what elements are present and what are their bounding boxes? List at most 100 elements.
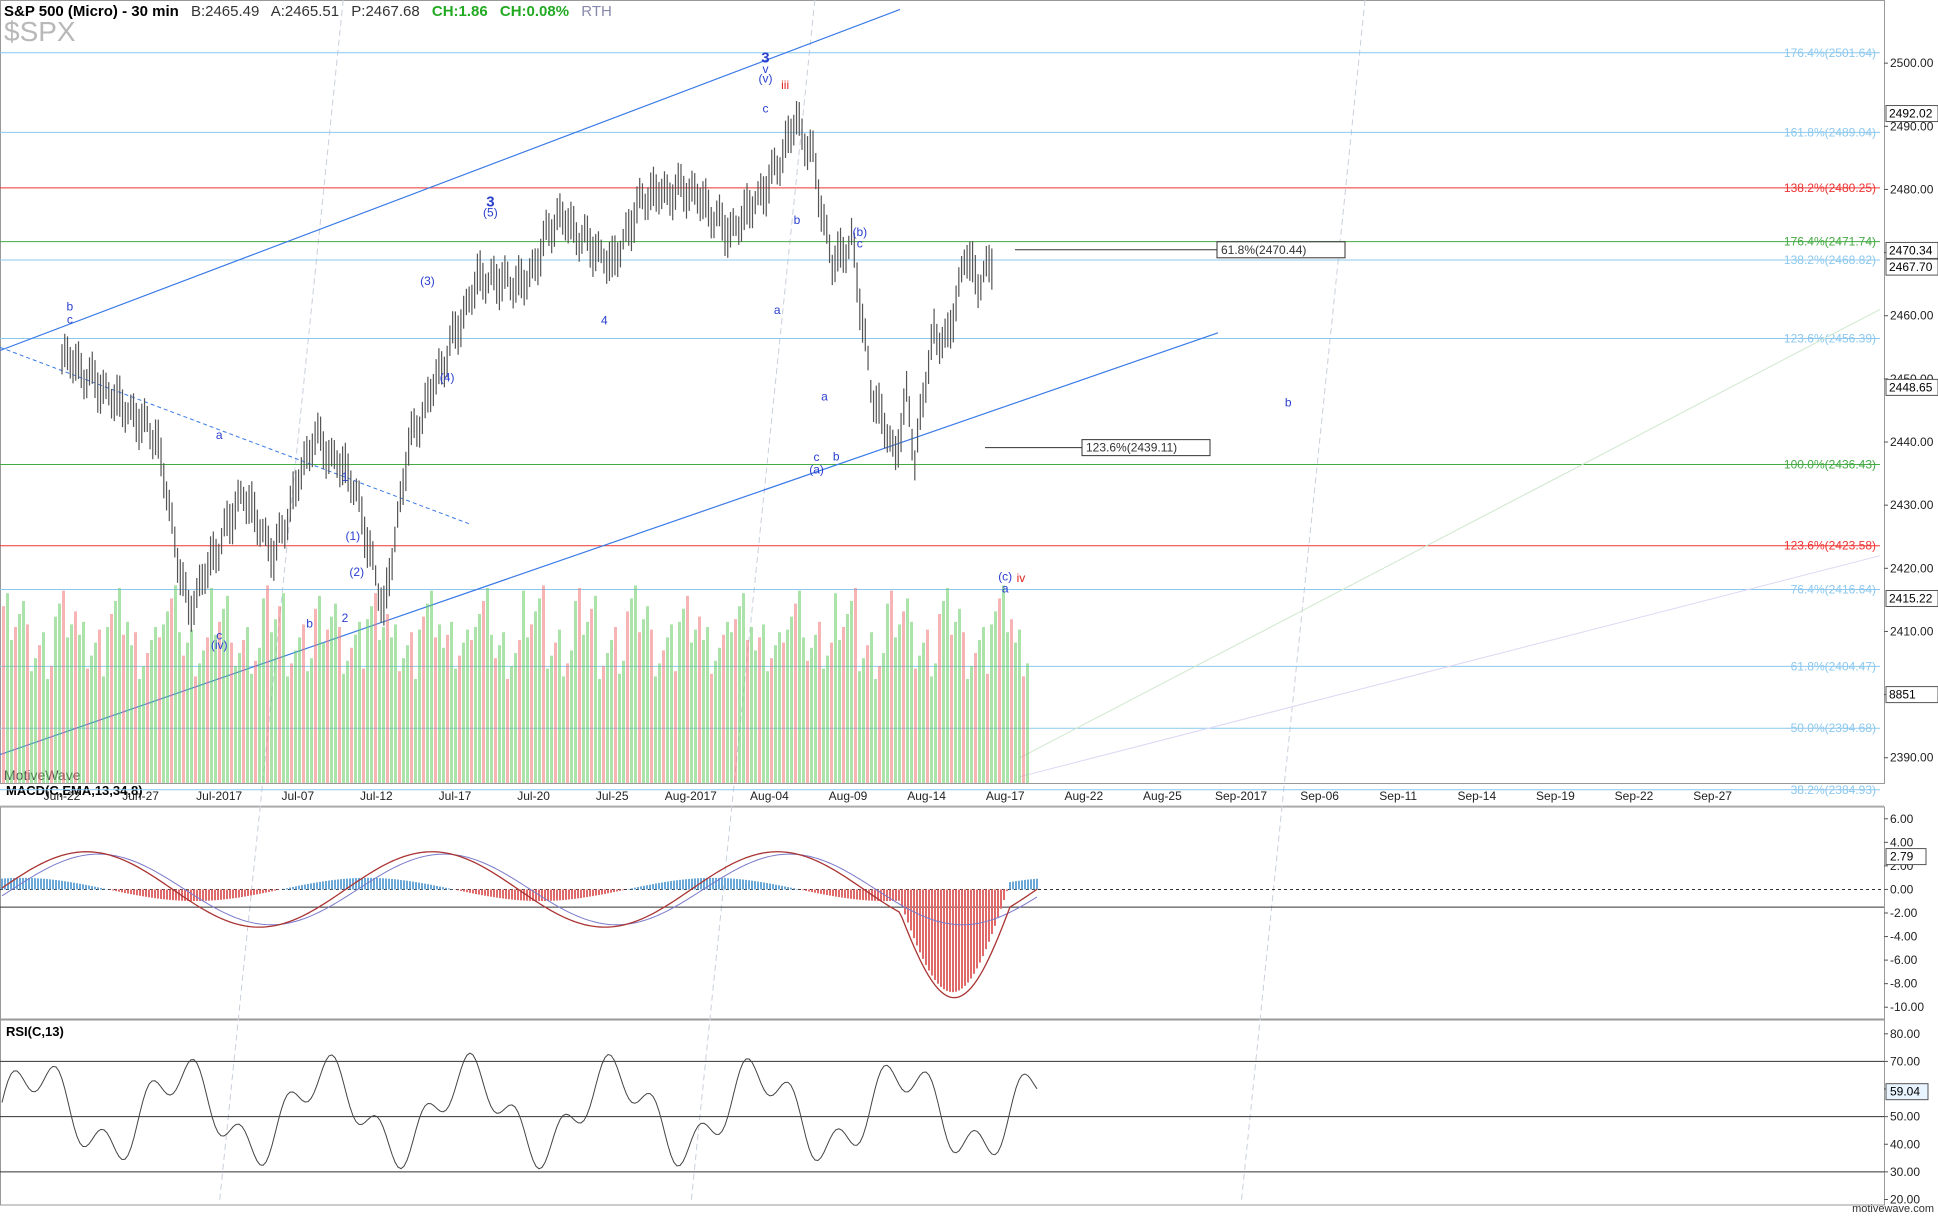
macd-y-tick-label: 6.00 — [1890, 812, 1914, 826]
price-panel-frame — [0, 0, 1885, 784]
volume-bar — [290, 663, 293, 783]
volume-bar — [338, 627, 341, 783]
x-tick-label: Jul-25 — [596, 789, 629, 803]
fib-level-label: 76.4%(2416.64) — [1791, 583, 1876, 597]
volume-bar — [690, 642, 693, 783]
volume-bar — [474, 627, 477, 783]
price-tag — [1885, 589, 1938, 607]
wave-label: v — [762, 62, 768, 76]
volume-bar — [322, 642, 325, 783]
volume-bar — [794, 603, 797, 783]
volume-bar — [122, 634, 125, 783]
volume-bar — [962, 632, 965, 783]
volume-bar — [478, 614, 481, 783]
volume-bar — [650, 629, 653, 783]
volume-bar — [298, 637, 301, 783]
volume-bar — [786, 629, 789, 783]
volume-bar — [546, 668, 549, 783]
volume-bar — [930, 676, 933, 783]
x-tick-label: Aug-2017 — [665, 789, 717, 803]
volume-bar — [958, 608, 961, 783]
volume-bar — [414, 679, 417, 783]
x-tick-label: Sep-14 — [1457, 789, 1496, 803]
x-tick-label: Aug-14 — [907, 789, 946, 803]
fib-level-label: 176.4%(2501.64) — [1784, 46, 1876, 60]
x-tick-label: Sep-19 — [1536, 789, 1575, 803]
volume-bar — [462, 642, 465, 783]
volume-bar — [994, 611, 997, 783]
wave-label: (v) — [758, 72, 772, 86]
volume-bar — [874, 679, 877, 783]
x-tick-label: Aug-09 — [829, 789, 868, 803]
volume-bar — [934, 663, 937, 783]
fib-level-label: 138.2%(2468.82) — [1784, 253, 1876, 267]
macd-value-tag — [1885, 848, 1927, 866]
volume-bar — [730, 632, 733, 783]
volume-bar — [326, 629, 329, 783]
volume-bar — [850, 601, 853, 783]
wave-label: a — [774, 303, 781, 317]
volume-bar — [610, 640, 613, 783]
callout-label: 123.6%(2439.11) — [1086, 441, 1177, 455]
volume-bar — [490, 634, 493, 783]
volume-bar — [158, 637, 161, 783]
wave-label: c — [67, 312, 73, 326]
volume-bar — [566, 663, 569, 783]
rsi-value-label: 59.04 — [1890, 1085, 1920, 1099]
volume-bar — [502, 632, 505, 783]
y-tick-label: 2410.00 — [1890, 624, 1934, 638]
volume-bar — [542, 585, 545, 783]
volume-bar — [378, 640, 381, 783]
price-tag-label: 8851 — [1889, 688, 1916, 702]
wave-label: b — [306, 617, 313, 631]
wave-label: c — [216, 629, 222, 643]
volume-bar — [922, 642, 925, 783]
volume-bar — [406, 645, 409, 783]
volume-bar — [282, 593, 285, 783]
volume-bar — [418, 629, 421, 783]
x-tick-label: Sep-2017 — [1215, 789, 1267, 803]
volume-bar — [446, 634, 449, 783]
volume-bar — [746, 640, 749, 783]
volume-bar — [98, 629, 101, 783]
volume-bar — [366, 619, 369, 783]
rsi-y-tick-label: 80.00 — [1890, 1027, 1920, 1041]
volume-bar — [882, 653, 885, 783]
volume-bar — [422, 616, 425, 783]
x-tick-label: Aug-25 — [1143, 789, 1182, 803]
volume-bar — [806, 660, 809, 783]
volume-bar — [894, 637, 897, 783]
callout-box — [1081, 439, 1211, 457]
volume-bar — [506, 679, 509, 783]
volume-bar — [530, 624, 533, 783]
volume-bar — [734, 619, 737, 783]
x-tick-label: Jul-2017 — [196, 789, 242, 803]
wave-label: 1 — [342, 470, 349, 484]
ask-value: A:2465.51 — [270, 3, 340, 20]
volume-bar — [78, 634, 81, 783]
x-tick-label: Sep-22 — [1615, 789, 1654, 803]
volume-bar — [990, 624, 993, 783]
wave-label: iv — [1017, 571, 1026, 585]
wave-label: (2) — [349, 565, 364, 579]
volume-bar — [834, 593, 837, 783]
volume-bar — [174, 585, 177, 783]
x-tick-label: Jul-20 — [517, 789, 550, 803]
volume-bar — [278, 606, 281, 783]
rsi-y-tick-label: 40.00 — [1890, 1137, 1920, 1151]
volume-bar — [50, 666, 53, 783]
volume-bar — [470, 640, 473, 783]
volume-bar — [314, 608, 317, 783]
volume-bar — [862, 658, 865, 783]
volume-bar — [758, 637, 761, 783]
volume-bar — [498, 645, 501, 783]
volume-bar — [162, 624, 165, 783]
volume-bar — [590, 608, 593, 783]
volume-bar — [250, 673, 253, 783]
volume-bar — [630, 598, 633, 783]
volume-bar — [310, 658, 313, 783]
wave-label: b — [794, 213, 801, 227]
x-tick-label: Jun-27 — [122, 789, 159, 803]
volume-bar — [66, 637, 69, 783]
